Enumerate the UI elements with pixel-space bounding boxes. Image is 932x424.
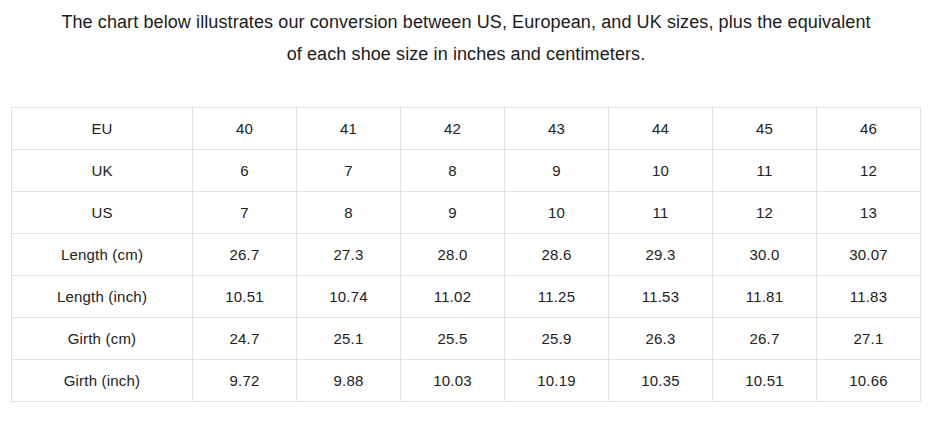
value-cell: 11.83 (817, 276, 921, 318)
value-cell: 9 (401, 192, 505, 234)
table-row-us: US 7 8 9 10 11 12 13 (12, 192, 921, 234)
value-cell: 26.7 (193, 234, 297, 276)
value-cell: 44 (609, 108, 713, 150)
value-cell: 11 (713, 150, 817, 192)
value-cell: 10.74 (297, 276, 401, 318)
value-cell: 46 (817, 108, 921, 150)
value-cell: 11.53 (609, 276, 713, 318)
value-cell: 10.66 (817, 360, 921, 402)
value-cell: 24.7 (193, 318, 297, 360)
value-cell: 42 (401, 108, 505, 150)
value-cell: 10 (609, 150, 713, 192)
value-cell: 8 (401, 150, 505, 192)
value-cell: 6 (193, 150, 297, 192)
value-cell: 25.5 (401, 318, 505, 360)
value-cell: 30.07 (817, 234, 921, 276)
value-cell: 26.3 (609, 318, 713, 360)
value-cell: 9.72 (193, 360, 297, 402)
table-row-length-cm: Length (cm) 26.7 27.3 28.0 28.6 29.3 30.… (12, 234, 921, 276)
value-cell: 9.88 (297, 360, 401, 402)
row-label-cell: US (12, 192, 193, 234)
table-row-girth-cm: Girth (cm) 24.7 25.1 25.5 25.9 26.3 26.7… (12, 318, 921, 360)
row-label-cell: Girth (inch) (12, 360, 193, 402)
value-cell: 29.3 (609, 234, 713, 276)
value-cell: 9 (505, 150, 609, 192)
row-label-cell: UK (12, 150, 193, 192)
value-cell: 11.02 (401, 276, 505, 318)
value-cell: 43 (505, 108, 609, 150)
page-title-line-2: of each shoe size in inches and centimet… (0, 38, 932, 70)
value-cell: 11 (609, 192, 713, 234)
value-cell: 10.19 (505, 360, 609, 402)
value-cell: 11.25 (505, 276, 609, 318)
row-label-cell: Length (cm) (12, 234, 193, 276)
value-cell: 10.51 (713, 360, 817, 402)
value-cell: 10.35 (609, 360, 713, 402)
value-cell: 25.9 (505, 318, 609, 360)
row-label-cell: Girth (cm) (12, 318, 193, 360)
table-row-length-inch: Length (inch) 10.51 10.74 11.02 11.25 11… (12, 276, 921, 318)
value-cell: 8 (297, 192, 401, 234)
value-cell: 27.3 (297, 234, 401, 276)
value-cell: 26.7 (713, 318, 817, 360)
value-cell: 11.81 (713, 276, 817, 318)
value-cell: 13 (817, 192, 921, 234)
size-conversion-table-body: EU 40 41 42 43 44 45 46 UK 6 7 8 9 10 11… (12, 108, 921, 402)
table-row-girth-inch: Girth (inch) 9.72 9.88 10.03 10.19 10.35… (12, 360, 921, 402)
value-cell: 12 (817, 150, 921, 192)
value-cell: 28.0 (401, 234, 505, 276)
value-cell: 27.1 (817, 318, 921, 360)
value-cell: 10 (505, 192, 609, 234)
value-cell: 10.03 (401, 360, 505, 402)
value-cell: 41 (297, 108, 401, 150)
size-conversion-table: EU 40 41 42 43 44 45 46 UK 6 7 8 9 10 11… (11, 107, 921, 402)
value-cell: 28.6 (505, 234, 609, 276)
value-cell: 25.1 (297, 318, 401, 360)
value-cell: 7 (193, 192, 297, 234)
row-label-cell: Length (inch) (12, 276, 193, 318)
value-cell: 40 (193, 108, 297, 150)
table-row-uk: UK 6 7 8 9 10 11 12 (12, 150, 921, 192)
page-title: The chart below illustrates our conversi… (0, 0, 932, 70)
page-title-line-1: The chart below illustrates our conversi… (0, 6, 932, 38)
value-cell: 10.51 (193, 276, 297, 318)
value-cell: 12 (713, 192, 817, 234)
value-cell: 30.0 (713, 234, 817, 276)
row-label-cell: EU (12, 108, 193, 150)
value-cell: 45 (713, 108, 817, 150)
value-cell: 7 (297, 150, 401, 192)
table-row-eu: EU 40 41 42 43 44 45 46 (12, 108, 921, 150)
